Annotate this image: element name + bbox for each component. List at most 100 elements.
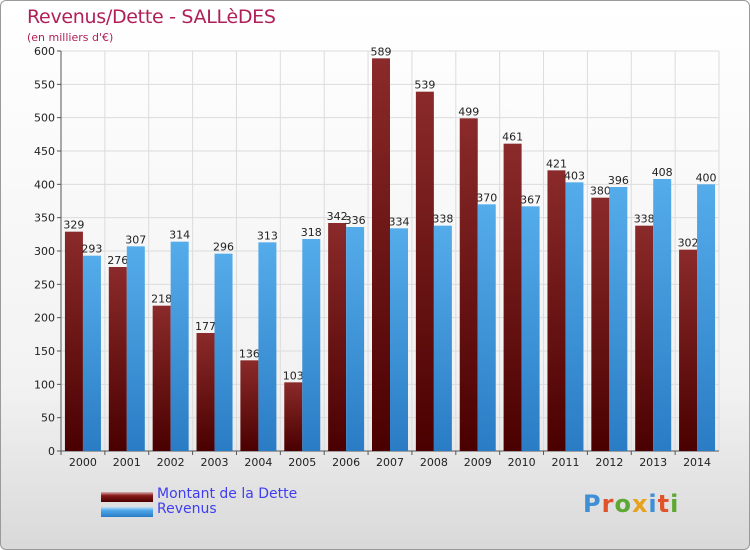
legend-label-dette: Montant de la Dette (157, 486, 298, 502)
bar-dette (503, 143, 522, 451)
y-tick-label: 250 (34, 278, 55, 291)
bar-revenus (126, 246, 145, 451)
data-label: 276 (107, 254, 128, 267)
data-label: 421 (546, 157, 567, 170)
bar-dette (415, 91, 434, 452)
data-label: 218 (151, 293, 172, 306)
x-tick-label: 2006 (332, 456, 360, 469)
legend-swatch-dette (101, 492, 153, 502)
logo-letter: t (657, 490, 671, 518)
logo-letter: P (583, 490, 602, 518)
bar-revenus (302, 239, 321, 451)
data-label: 499 (458, 105, 479, 118)
chart-title: Revenus/Dette - SALLèDES (27, 6, 276, 28)
data-label: 408 (652, 166, 673, 179)
x-tick-label: 2003 (201, 456, 229, 469)
data-label: 539 (414, 79, 435, 92)
data-label: 313 (257, 229, 278, 242)
bar-dette (328, 223, 347, 451)
y-tick-label: 50 (41, 412, 55, 425)
y-tick-label: 500 (34, 112, 55, 125)
bar-dette (591, 197, 610, 451)
data-label: 103 (283, 369, 304, 382)
data-label: 296 (213, 241, 234, 254)
logo-letter: i (670, 490, 680, 518)
data-label: 461 (502, 131, 523, 144)
x-tick-label: 2008 (420, 456, 448, 469)
y-tick-label: 300 (34, 245, 55, 258)
data-label: 302 (678, 237, 699, 250)
data-label: 334 (389, 215, 410, 228)
bar-revenus (214, 253, 233, 451)
logo-letter: i (648, 490, 658, 518)
data-label: 329 (63, 219, 84, 232)
bar-dette (284, 382, 303, 451)
data-label: 307 (125, 233, 146, 246)
bar-revenus (609, 187, 628, 451)
x-tick-label: 2013 (639, 456, 667, 469)
bar-revenus (565, 182, 584, 452)
y-tick-label: 0 (48, 445, 55, 458)
proxiti-logo: Proxiti (583, 490, 679, 518)
bar-revenus (258, 242, 277, 451)
data-label: 396 (608, 174, 629, 187)
bar-revenus (653, 179, 672, 451)
y-tick-label: 600 (34, 45, 55, 58)
bar-revenus (433, 225, 452, 451)
logo-letter: x (631, 490, 649, 518)
y-tick-label: 100 (34, 378, 55, 391)
data-label: 314 (169, 229, 190, 242)
bar-revenus (346, 227, 365, 451)
bar-revenus (697, 184, 716, 452)
data-label: 136 (239, 347, 260, 360)
y-tick-label: 450 (34, 145, 55, 158)
data-label: 367 (520, 193, 541, 206)
bar-dette (108, 267, 127, 451)
bar-dette (64, 231, 83, 451)
x-tick-label: 2005 (288, 456, 316, 469)
chart-subtitle: (en milliers d'€) (27, 31, 114, 44)
bar-dette (459, 118, 478, 451)
y-tick-label: 150 (34, 345, 55, 358)
x-tick-label: 2012 (595, 456, 623, 469)
data-label: 342 (327, 210, 348, 223)
bar-revenus (390, 228, 408, 451)
data-label: 318 (301, 226, 322, 239)
x-tick-label: 2000 (69, 456, 97, 469)
y-tick-label: 400 (34, 178, 55, 191)
y-tick-label: 200 (34, 312, 55, 325)
logo-letter: r (601, 490, 615, 518)
x-tick-label: 2002 (157, 456, 185, 469)
bar-dette (372, 58, 390, 451)
data-label: 338 (634, 213, 655, 226)
data-label: 293 (81, 243, 102, 256)
legend-swatch-revenus (101, 507, 153, 517)
data-label: 589 (371, 45, 392, 58)
bar-dette (635, 225, 654, 451)
y-tick-label: 550 (34, 78, 55, 91)
bar-revenus (170, 241, 189, 451)
x-tick-label: 2007 (376, 456, 404, 469)
y-tick-label: 350 (34, 212, 55, 225)
data-label: 403 (564, 169, 585, 182)
x-tick-label: 2009 (464, 456, 492, 469)
data-label: 400 (696, 171, 717, 184)
x-tick-label: 2004 (244, 456, 272, 469)
x-tick-label: 2014 (683, 456, 711, 469)
x-tick-label: 2010 (508, 456, 536, 469)
bar-dette (152, 305, 171, 451)
data-label: 380 (590, 185, 611, 198)
bar-revenus (82, 255, 101, 451)
logo-letter: o (614, 490, 632, 518)
bar-revenus (521, 206, 540, 451)
x-tick-label: 2011 (551, 456, 579, 469)
data-label: 336 (345, 214, 366, 227)
data-label: 338 (432, 213, 453, 226)
bar-dette (196, 333, 215, 451)
legend-label-revenus: Revenus (157, 501, 217, 517)
bar-revenus (477, 204, 496, 451)
x-tick-label: 2001 (113, 456, 141, 469)
data-label: 177 (195, 320, 216, 333)
